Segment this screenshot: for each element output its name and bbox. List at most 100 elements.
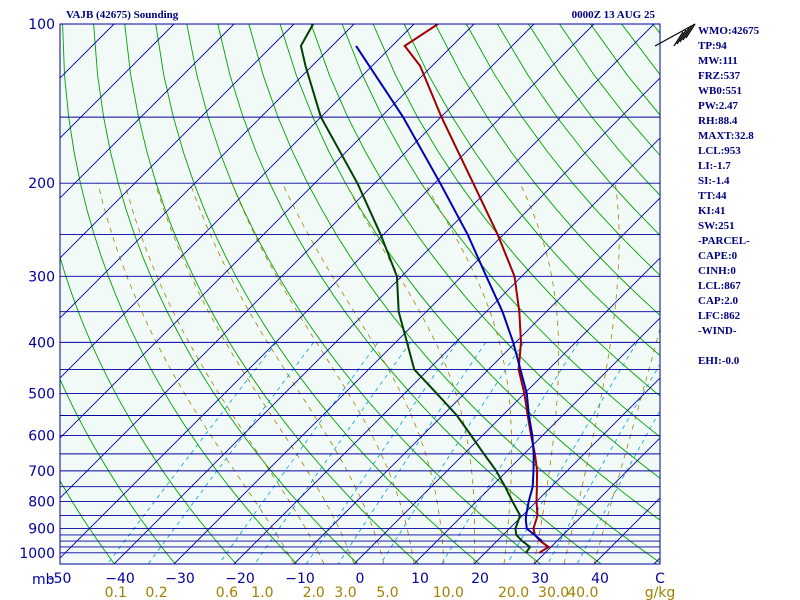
station-title: VAJB (42675) Sounding (66, 9, 179, 21)
parcel-profile-line (355, 45, 543, 542)
isotherm-line (60, 24, 295, 259)
isotherm-line (60, 24, 415, 379)
sounding-index-item: KI:41 (698, 205, 726, 217)
sounding-index-item: LCL:867 (698, 280, 741, 292)
moist-adiabat-line (97, 183, 295, 564)
mixing-ratio-line (218, 342, 379, 564)
dry-adiabat-line (434, 24, 660, 316)
isotherm-line (113, 24, 655, 564)
mixing-ratio-line (441, 342, 579, 564)
temperature-tick-label: -50 (49, 571, 72, 587)
sounding-index-item: LI:-1.7 (698, 160, 731, 172)
mixing-ratio-line (576, 409, 660, 564)
sounding-index-item: WMO:42675 (698, 25, 760, 37)
mixing-ratio-tick-label: 5.0 (376, 585, 398, 600)
dry-adiabat-line (310, 24, 660, 479)
sounding-index-item: MW:111 (698, 55, 738, 67)
mixing-ratio-axis-labels: 0.1 0.2 0.6 1.0 2.0 3.0 5.0 10.0 20.0 30.040.0 g/k… (105, 585, 676, 600)
temperature-tick-label: 40 (591, 571, 609, 587)
isotherm-line (60, 24, 355, 319)
pressure-tick-label: 100 (28, 17, 55, 33)
isotherm-line (60, 24, 595, 559)
mixing-ratio-line (547, 363, 660, 564)
isotherm-line (0, 24, 54, 564)
dry-adiabat-line (93, 24, 359, 564)
dry-adiabat-line (155, 24, 480, 564)
wind-barb-feather (682, 25, 693, 41)
mixing-ratio-line (506, 342, 638, 564)
sounding-index-item: -PARCEL- (698, 235, 750, 247)
sounding-index-item: TT:44 (698, 190, 727, 202)
dry-adiabat-line (62, 24, 298, 564)
plot-background (60, 24, 660, 564)
dry-adiabat-line (465, 24, 660, 276)
pressure-tick-label: 600 (28, 428, 55, 444)
dry-adiabat-line (403, 24, 660, 357)
isotherm-line (233, 137, 660, 564)
sounding-index-item: TP:94 (698, 40, 727, 52)
isotherm-line (60, 24, 535, 499)
wind-barb-top (654, 23, 696, 47)
pressure-tick-label: 200 (28, 176, 55, 192)
sounding-index-item: LCL:953 (698, 145, 741, 157)
isotherm-line (473, 377, 660, 564)
sounding-time: 0000Z 13 AUG 25 (571, 9, 655, 21)
mixing-ratio-tick-label: 40.0 (567, 585, 598, 600)
temperature-tick-label: 20 (471, 571, 489, 587)
sounding-index-item: MAXT:32.8 (698, 130, 754, 142)
temperature-tick-label: 30 (531, 571, 549, 587)
sounding-index-item: PW:2.47 (698, 100, 739, 112)
isotherm-line (533, 437, 660, 564)
sounding-index-item: CINH:0 (698, 265, 736, 277)
sounding-index-item: CAP:2.0 (698, 295, 739, 307)
pressure-tick-label: 300 (28, 269, 55, 285)
moist-adiabat-line (593, 326, 660, 564)
isotherm-line (293, 197, 660, 564)
dewpoint-profile-line (299, 24, 532, 554)
pressure-tick-label: 700 (28, 464, 55, 480)
wind-barb-feather (679, 27, 690, 43)
moist-adiabat-line (282, 183, 445, 564)
isotherm-line (60, 24, 475, 439)
mixing-ratio-tick-label: 20.0 (498, 585, 529, 600)
mixing-ratio-tick-label: 3.0 (334, 585, 356, 600)
dry-adiabat-line (279, 24, 660, 521)
dry-adiabat-line (186, 24, 541, 564)
pressure-tick-label: 800 (28, 495, 55, 511)
isotherm-line (173, 77, 660, 564)
mixing-ratio-unit-label: g/kg (645, 585, 676, 600)
sounding-index-item: FRZ:537 (698, 70, 741, 82)
dry-adiabat-line (372, 24, 660, 397)
moist-adiabat-line (519, 183, 560, 564)
wind-barb-feather (676, 29, 687, 45)
isotherm-line (60, 24, 235, 199)
temperature-tick-label: 10 (411, 571, 429, 587)
dry-adiabat-line (60, 255, 237, 564)
mixing-ratio-line (106, 342, 277, 564)
mixing-ratio-line (337, 342, 487, 564)
mixing-ratio-tick-label: 2.0 (303, 585, 325, 600)
sounding-indices-list: WMO:42675 TP:94 MW:111 FRZ:537 WB0:551 PW:2.4… (698, 24, 759, 369)
mixing-ratio-tick-label: 1.0 (251, 585, 273, 600)
dry-adiabat-line (124, 24, 419, 564)
dry-adiabat-line (341, 24, 660, 438)
wind-barb-feather (685, 23, 696, 39)
dry-adiabat-line (60, 479, 115, 564)
moist-adiabat-line (563, 183, 620, 564)
isotherm-line (353, 257, 660, 564)
temperature-profile-line (403, 24, 551, 554)
pressure-tick-label: 1000 (19, 546, 55, 562)
sounding-index-item: RH:88.4 (698, 115, 738, 127)
temperature-tick-label: −10 (285, 571, 315, 587)
pressure-tick-label: 900 (28, 522, 55, 538)
dry-adiabat-line (777, 24, 800, 564)
sounding-index-item: EHI:-0.0 (698, 355, 740, 367)
sounding-index-item: SW:251 (698, 220, 735, 232)
moist-adiabat-line (231, 183, 415, 564)
background-grid (0, 24, 800, 564)
mixing-ratio-tick-label: 10.0 (433, 585, 464, 600)
sounding-index-item: WB0:551 (698, 85, 742, 97)
sounding-index-item: CAPE:0 (698, 250, 738, 262)
dry-adiabat-line (217, 24, 602, 564)
